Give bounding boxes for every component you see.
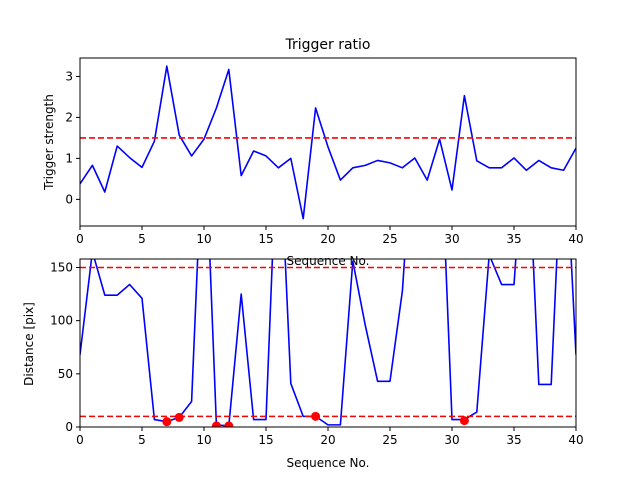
bottom-chart-xtick-label: 40 [568, 433, 583, 447]
bottom-chart-marker-point [162, 417, 172, 427]
bottom-chart-marker-point [211, 421, 221, 427]
bottom-chart-ytick-label: 100 [50, 314, 73, 328]
top-chart-xtick-label: 20 [320, 232, 335, 246]
bottom-chart-xtick-label: 30 [444, 433, 459, 447]
bottom-chart-xtick-label: 0 [76, 433, 84, 447]
bottom-chart-xtick-label: 10 [196, 433, 211, 447]
bottom-chart-ylabel: Distance [pix] [22, 302, 36, 386]
bottom-chart-plot-area [80, 259, 576, 427]
top-chart-ytick-label: 0 [65, 192, 73, 206]
bottom-chart-ytick-label: 50 [58, 367, 73, 381]
bottom-chart-xtick-label: 5 [138, 433, 146, 447]
bottom-chart-marker-point [311, 411, 321, 421]
top-chart-xtick-label: 30 [444, 232, 459, 246]
top-chart-ylabel: Trigger strength [42, 94, 56, 191]
top-chart-ytick-label: 3 [65, 69, 73, 83]
top-chart: 0 5 10 15 20 25 30 35 40 0 1 2 3 [65, 57, 584, 246]
bottom-chart: 0 5 10 15 20 25 30 35 40 0 50 100 150 [50, 258, 584, 447]
top-chart-xtick-label: 10 [196, 232, 211, 246]
bottom-chart-xtick-label: 25 [382, 433, 397, 447]
bottom-chart-xlabel: Sequence No. [287, 456, 370, 470]
top-chart-title: Trigger ratio [284, 37, 370, 53]
top-chart-xtick-label: 15 [258, 232, 273, 246]
bottom-chart-marker-point [224, 421, 234, 427]
bottom-chart-xtick-label: 20 [320, 433, 335, 447]
top-chart-xtick-label: 35 [506, 232, 521, 246]
top-chart-xtick-label: 25 [382, 232, 397, 246]
top-chart-xlabel: Sequence No. [287, 254, 370, 268]
bottom-chart-ytick-label: 150 [50, 261, 73, 275]
top-chart-ytick-label: 2 [65, 110, 73, 124]
top-chart-series-line [80, 65, 576, 220]
bottom-chart-ytick-label: 0 [65, 420, 73, 434]
top-chart-plot-area [80, 65, 576, 220]
bottom-chart-marker-point [174, 412, 184, 422]
top-chart-xtick-label: 0 [76, 232, 84, 246]
top-chart-xtick-label: 40 [568, 232, 583, 246]
top-chart-xtick-label: 5 [138, 232, 146, 246]
bottom-chart-marker-point [459, 416, 469, 426]
top-chart-ytick-label: 1 [65, 151, 73, 165]
bottom-chart-xtick-label: 35 [506, 433, 521, 447]
bottom-chart-xtick-label: 15 [258, 433, 273, 447]
